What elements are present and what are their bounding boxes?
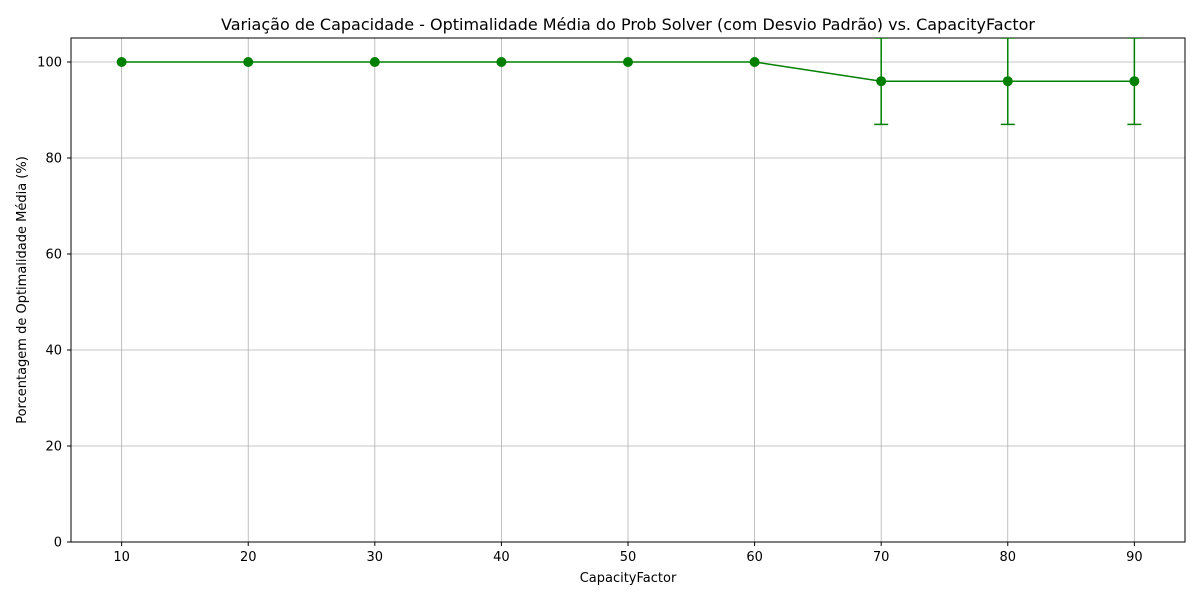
x-axis-label: CapacityFactor bbox=[580, 571, 677, 586]
x-tick-label: 40 bbox=[493, 550, 510, 565]
y-tick-label: 80 bbox=[45, 152, 62, 167]
data-point bbox=[116, 57, 127, 67]
data-point bbox=[1002, 76, 1013, 87]
x-tick-label: 50 bbox=[620, 550, 637, 565]
x-tick-label: 20 bbox=[240, 550, 257, 565]
y-tick-label: 40 bbox=[45, 344, 62, 359]
data-point bbox=[1129, 76, 1140, 87]
y-tick-label: 20 bbox=[45, 440, 62, 455]
y-tick-label: 0 bbox=[54, 536, 62, 551]
x-tick-label: 30 bbox=[367, 550, 384, 565]
x-tick-label: 70 bbox=[873, 550, 890, 565]
x-tick-label: 60 bbox=[746, 550, 763, 565]
data-point bbox=[243, 57, 254, 67]
data-point bbox=[623, 57, 633, 67]
x-tick-label: 10 bbox=[113, 550, 130, 565]
data-point bbox=[496, 57, 507, 67]
x-tick-label: 90 bbox=[1126, 550, 1143, 565]
y-tick-label: 60 bbox=[45, 248, 62, 263]
tick-layer: 10 20 30 40 50 60 70 80 90 0 20 40 60 80 100 bbox=[37, 56, 1142, 566]
x-tick-label: 80 bbox=[999, 550, 1016, 565]
data-point bbox=[876, 76, 887, 87]
data-point bbox=[749, 57, 760, 67]
y-tick-label: 100 bbox=[37, 56, 62, 71]
y-axis-label: Porcentagem de Optimalidade Média (%) bbox=[15, 156, 30, 424]
series-layer bbox=[116, 57, 1140, 87]
data-point bbox=[369, 57, 380, 67]
chart-title: Variação de Capacidade - Optimalidade Mé… bbox=[221, 15, 1035, 34]
